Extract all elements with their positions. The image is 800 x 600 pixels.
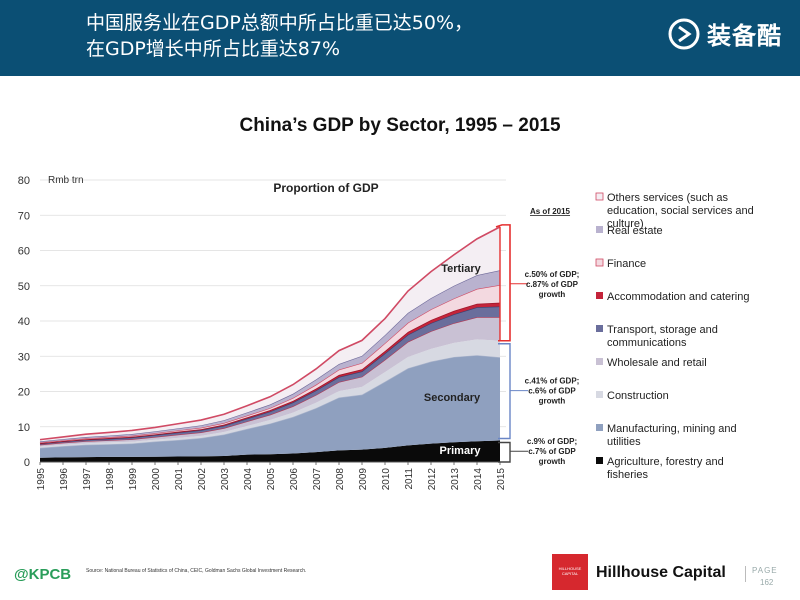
x-tick-label: 2007 (312, 468, 323, 491)
area-series-6 (40, 285, 500, 444)
x-tick-label: 1995 (36, 468, 47, 491)
slide-title: 中国服务业在GDP总额中所占比重已达50%， 在GDP增长中所占比重达87% (86, 10, 473, 62)
area-series-3 (40, 317, 500, 447)
area-line-1 (39, 354, 501, 449)
area-series-7 (40, 270, 500, 443)
x-tick-label: 2012 (427, 468, 438, 491)
x-tick-label: 2005 (266, 468, 277, 491)
area-series-2 (40, 339, 500, 448)
legend-swatch (596, 292, 603, 299)
x-tick-label: 1996 (59, 468, 70, 491)
x-tick-label: 2001 (174, 468, 185, 491)
y-tick-label: 70 (18, 210, 30, 222)
y-tick-label: 30 (18, 351, 30, 363)
x-tick-label: 1997 (82, 468, 93, 491)
annotation-brackets (495, 224, 528, 463)
legend-swatch (595, 192, 604, 201)
legend-label: Agriculture, forestry and fisheries (607, 456, 724, 481)
label-secondary: Secondary (424, 392, 481, 404)
x-tick-label: 2014 (473, 468, 484, 491)
kpcb-logo: @KPCB (14, 566, 72, 583)
x-tick-label: 2009 (358, 468, 369, 491)
y-axis-label: Rmb trn (48, 175, 84, 186)
label-tertiary: Tertiary (441, 263, 481, 275)
legend: Others services (such as education, socia… (595, 192, 754, 481)
legend-swatch (595, 258, 604, 267)
legend-swatch (596, 457, 603, 464)
inner-title: Proportion of GDP (273, 181, 378, 195)
page-separator (745, 566, 746, 582)
x-tick-label: 2008 (335, 468, 346, 491)
legend-label: Real estate (607, 225, 663, 237)
x-tick-label: 2000 (151, 468, 162, 491)
legend-label: Accommodation and catering (607, 291, 749, 303)
x-tick-label: 2002 (197, 468, 208, 491)
slide-title-line1: 中国服务业在GDP总额中所占比重已达50%， (86, 12, 474, 34)
hillhouse-name: Hillhouse Capital (596, 564, 726, 581)
chart-gridlines (40, 179, 506, 463)
legend-label: Transport, storage and communications (607, 324, 718, 349)
brand-name: 装备酷 (707, 22, 782, 50)
y-tick-label: 60 (18, 246, 30, 258)
legend-label: Others services (such as education, socia… (607, 192, 754, 230)
x-tick-label: 2006 (289, 468, 300, 491)
brand-logo-icon (668, 18, 700, 49)
bracket-primary (498, 441, 511, 463)
label-primary: Primary (440, 445, 482, 457)
area-series-0 (40, 440, 500, 462)
chart-areas (39, 226, 501, 462)
legend-label: Finance (607, 258, 646, 270)
y-tick-label: 20 (18, 387, 30, 399)
x-tick-label: 2004 (243, 468, 254, 491)
annotation-tertiary: c.50% of GDP; c.87% of GDP growth (525, 270, 580, 299)
legend-swatch (596, 358, 603, 365)
annotation-secondary: c.41% of GDP; c.6% of GDP growth (525, 377, 580, 406)
legend-swatch (596, 391, 603, 398)
page-label: PAGE (752, 566, 778, 575)
y-tick-label: 0 (24, 457, 30, 469)
chart-title: China’s GDP by Sector, 1995 – 2015 (239, 115, 561, 136)
legend-swatch (596, 424, 603, 431)
chart-axes: 0 10 20 30 40 50 60 70 80 1995 1996 1997 1998 1999 200… (18, 175, 507, 490)
x-tick-label: 1999 (128, 468, 139, 491)
x-tick-label: 2011 (404, 468, 415, 490)
x-tick-label: 2010 (381, 468, 392, 491)
annotations: c.50% of GDP; c.87% of GDP growth c.41% of … (525, 270, 580, 466)
brand-logo: 装备酷 (667, 16, 782, 51)
bracket-tertiary (495, 224, 511, 342)
as-of-label: As of 2015 (530, 207, 571, 216)
legend-swatch (596, 226, 603, 233)
y-tick-label: 80 (18, 175, 30, 187)
legend-label: Construction (607, 390, 669, 402)
slide-header: 中国服务业在GDP总额中所占比重已达50%， 在GDP增长中所占比重达87% 装… (0, 0, 800, 76)
y-tick-label: 10 (18, 422, 30, 434)
source-note: Source: National Bureau of Statistics of… (86, 568, 307, 574)
x-tick-label: 1998 (105, 468, 116, 491)
area-series-4 (40, 306, 500, 445)
x-tick-label: 2013 (450, 468, 461, 491)
y-tick-label: 50 (18, 281, 30, 293)
legend-label: Manufacturing, mining and utilities (607, 423, 737, 448)
annotation-primary: c.9% of GDP; c.7% of GDP growth (527, 437, 577, 466)
x-tick-label: 2003 (220, 468, 231, 491)
legend-label: Wholesale and retail (607, 357, 707, 369)
area-series-1 (40, 355, 500, 458)
area-series-8 (40, 226, 500, 442)
x-tick-label: 2015 (496, 468, 507, 491)
legend-swatch (596, 325, 603, 332)
slide-title-line2: 在GDP增长中所占比重达87% (86, 38, 341, 60)
hillhouse-logo: HILLHOUSE CAPITAL (552, 554, 588, 590)
area-line-8 (39, 226, 501, 441)
page-number: 162 (760, 578, 774, 587)
gdp-sector-chart: 0 10 20 30 40 50 60 70 80 1995 1996 1997 1998 1999 200… (18, 175, 754, 490)
y-tick-label: 40 (18, 316, 30, 328)
